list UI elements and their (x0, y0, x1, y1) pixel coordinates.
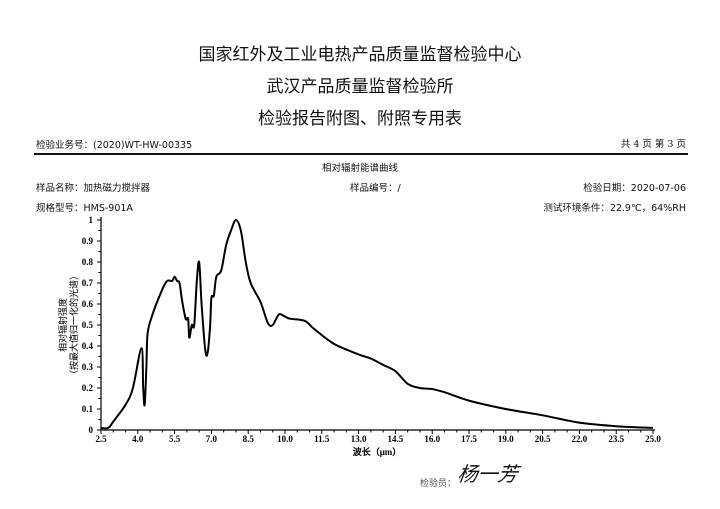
business-number: 检验业务号：(2020)WT-HW-00335 (36, 140, 193, 151)
y-tick-label: 0.2 (82, 383, 94, 393)
test-environment: 测试环境条件：22.9℃，64%RH (543, 203, 686, 214)
y-tick-label: 0.7 (82, 278, 94, 288)
x-tick-label: 22.0 (572, 434, 588, 444)
x-tick-label: 19.0 (498, 434, 514, 444)
report-title-line3: 检验报告附图、附照专用表 (258, 109, 462, 129)
x-axis-label: 波长（μm） (353, 446, 402, 457)
y-tick-label: 0.6 (82, 299, 94, 309)
y-tick-label: 0.3 (82, 362, 94, 372)
x-tick-label: 10.0 (277, 434, 293, 444)
inspector-signature: 杨一芳 (456, 462, 520, 486)
y-axis-label-line2: （按最大值归一化的光谱） (68, 271, 80, 379)
header-divider (34, 153, 688, 155)
x-tick-label: 7.0 (206, 434, 218, 444)
x-tick-label: 2.5 (95, 434, 107, 444)
spectrum-line (100, 219, 654, 430)
x-tick-label: 5.5 (169, 434, 181, 444)
x-tick-label: 16.0 (424, 434, 440, 444)
page-info: 共 4 页 第 3 页 (620, 139, 686, 150)
sample-number: 样品编号：/ (350, 183, 401, 194)
y-tick-label: 0.4 (82, 341, 94, 351)
x-tick-label: 20.5 (535, 434, 551, 444)
report-title-line1: 国家红外及工业电热产品质量监督检验中心 (198, 45, 522, 65)
x-tick-label: 14.5 (388, 434, 404, 444)
x-tick-label: 13.0 (351, 434, 367, 444)
x-tick-label: 25.0 (645, 434, 661, 444)
y-tick-label: 1 (89, 215, 94, 225)
x-tick-label: 8.5 (243, 434, 255, 444)
y-tick-label: 0.5 (82, 320, 94, 330)
y-tick-label: 0 (89, 425, 94, 435)
x-tick-label: 11.5 (314, 434, 330, 444)
y-axis-label-line1: 相对辐射强度 (57, 298, 69, 352)
y-tick-label: 0.1 (82, 404, 94, 414)
y-tick-label: 0.9 (82, 236, 94, 246)
model-spec: 规格型号：HMS-901A (36, 203, 133, 214)
y-tick-label: 0.8 (82, 257, 94, 267)
x-tick-label: 23.5 (608, 434, 624, 444)
report-title-line2: 武汉产品质量监督检验所 (266, 77, 454, 97)
test-date: 检验日期：2020-07-06 (583, 183, 686, 194)
chart-title: 相对辐射能谱曲线 (321, 163, 398, 174)
x-tick-label: 17.5 (461, 434, 477, 444)
x-tick-label: 4.0 (132, 434, 144, 444)
inspector-label: 检验员： (420, 479, 457, 489)
sample-name: 样品名称：加热磁力搅拌器 (36, 183, 151, 194)
